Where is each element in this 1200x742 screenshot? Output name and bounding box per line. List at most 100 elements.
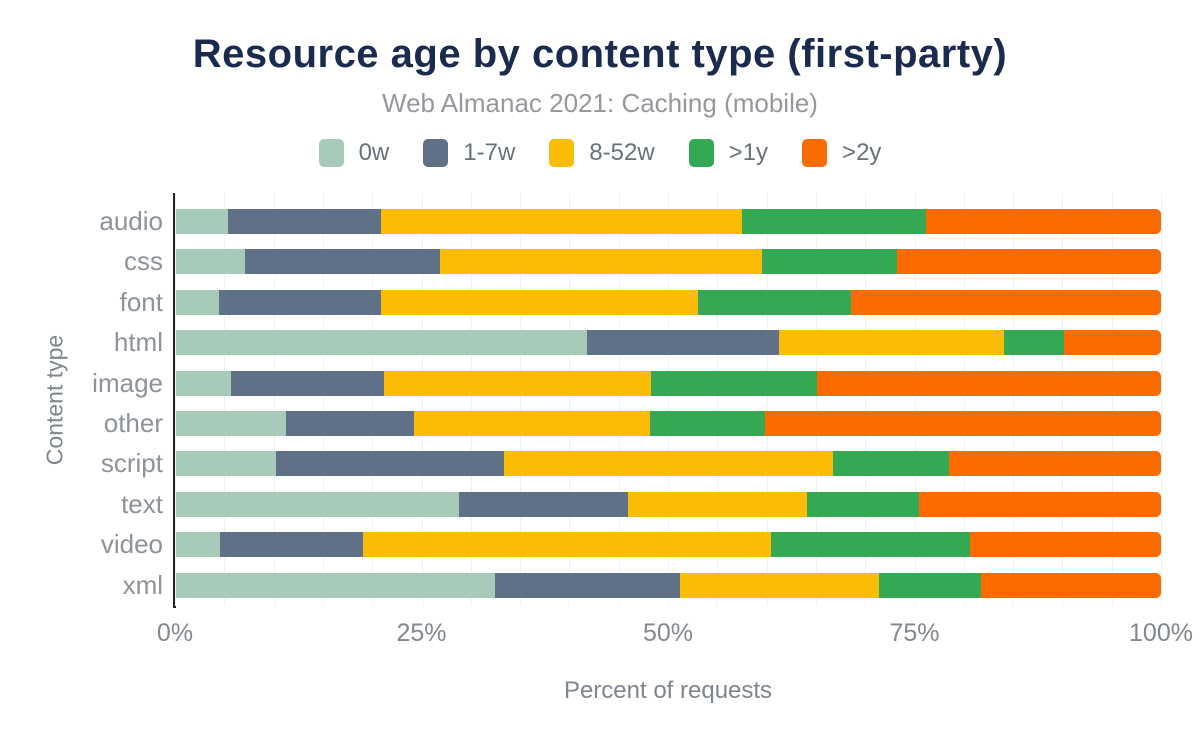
bar-segment-script-1-7w[interactable] <box>275 451 505 477</box>
x-tick-label-100%: 100% <box>1129 619 1193 647</box>
gridline <box>717 193 719 606</box>
gridline <box>372 193 374 606</box>
bar-segment-html-1-7w[interactable] <box>587 330 780 356</box>
category-label-text: text <box>121 488 163 519</box>
gridline <box>1062 193 1064 606</box>
bar-row-image <box>176 370 1161 396</box>
gridline <box>668 193 669 606</box>
gridline <box>421 193 423 606</box>
gridline <box>618 193 620 606</box>
legend-swatch-0w <box>318 139 344 167</box>
gridline <box>1013 193 1015 606</box>
bar-segment-audio->1y[interactable] <box>741 209 927 234</box>
bar-segment-audio-8-52w[interactable] <box>381 209 742 234</box>
legend-item-8-52w[interactable]: 8-52w <box>549 139 655 167</box>
bar-segment-html->2y[interactable] <box>1064 330 1161 356</box>
x-tick-label-0%: 0% <box>156 619 194 647</box>
legend-swatch-8-52w <box>549 139 575 167</box>
legend-swatch->2y <box>802 139 828 167</box>
bar-segment-font-1-7w[interactable] <box>219 289 382 315</box>
gridline <box>322 193 324 606</box>
bar-segment-video->2y[interactable] <box>969 532 1161 558</box>
bar-segment-video-0w[interactable] <box>176 532 221 558</box>
bar-segment-xml->2y[interactable] <box>980 572 1161 598</box>
bar-segment-html-8-52w[interactable] <box>779 330 1005 356</box>
bar-segment-other-8-52w[interactable] <box>413 411 651 436</box>
bar-row-html <box>176 330 1161 356</box>
bar-segment-font-0w[interactable] <box>176 289 220 315</box>
bar-segment-font-8-52w[interactable] <box>381 289 698 315</box>
bar-segment-xml-1-7w[interactable] <box>495 572 680 598</box>
gridline <box>865 193 867 606</box>
legend-item-0w[interactable]: 0w <box>318 139 390 167</box>
gridline <box>815 193 817 606</box>
bar-segment-text->2y[interactable] <box>919 491 1161 517</box>
category-label-css: css <box>124 246 163 277</box>
category-label-html: html <box>113 327 163 358</box>
bar-segment-font->1y[interactable] <box>697 289 852 315</box>
bar-segment-xml-8-52w[interactable] <box>679 572 879 598</box>
category-label-image: image <box>92 367 163 398</box>
legend-label: >1y <box>728 139 769 166</box>
gridline <box>1111 193 1113 606</box>
legend-swatch-1-7w <box>423 139 449 167</box>
bar-segment-script->2y[interactable] <box>949 451 1161 477</box>
chart-title: Resource age by content type (first-part… <box>192 32 1008 76</box>
bar-row-css <box>176 249 1161 275</box>
chart-subtitle: Web Almanac 2021: Caching (mobile) <box>382 88 818 118</box>
bar-segment-image->1y[interactable] <box>651 370 817 396</box>
legend-item->2y[interactable]: >2y <box>802 139 881 167</box>
bar-segment-video-8-52w[interactable] <box>363 532 771 558</box>
bar-segment-html-0w[interactable] <box>176 330 588 356</box>
legend: 0w 1-7w 8-52w >1y >2y <box>0 139 1200 167</box>
bar-segment-other-1-7w[interactable] <box>286 411 414 436</box>
category-label-audio: audio <box>99 206 163 236</box>
bar-segment-css->2y[interactable] <box>896 249 1161 275</box>
bar-segment-html->1y[interactable] <box>1004 330 1065 356</box>
bar-row-other <box>176 411 1161 436</box>
bar-segment-text->1y[interactable] <box>807 491 920 517</box>
bar-segment-text-1-7w[interactable] <box>458 491 628 517</box>
gridline <box>470 193 472 606</box>
legend-label: 8-52w <box>589 139 655 166</box>
bar-segment-script-8-52w[interactable] <box>504 451 833 477</box>
bar-segment-image-0w[interactable] <box>176 370 232 396</box>
bar-segment-image-1-7w[interactable] <box>231 370 385 396</box>
bar-segment-image-8-52w[interactable] <box>384 370 652 396</box>
legend-item-1-7w[interactable]: 1-7w <box>423 139 515 167</box>
category-label-video: video <box>100 529 163 560</box>
bar-segment-css-0w[interactable] <box>176 249 246 275</box>
bar-row-xml <box>176 572 1161 598</box>
bar-segment-image->2y[interactable] <box>816 370 1161 396</box>
bar-segment-other->2y[interactable] <box>764 411 1161 436</box>
bar-segment-xml->1y[interactable] <box>879 572 981 598</box>
bar-segment-script-0w[interactable] <box>176 451 276 477</box>
bar-segment-text-8-52w[interactable] <box>627 491 807 517</box>
legend-label: 1-7w <box>463 139 516 166</box>
bar-segment-audio-1-7w[interactable] <box>228 209 382 234</box>
bar-segment-css-8-52w[interactable] <box>440 249 762 275</box>
legend-label: 0w <box>358 139 390 166</box>
bar-segment-text-0w[interactable] <box>176 491 459 517</box>
legend-item->1y[interactable]: >1y <box>688 139 769 167</box>
bar-segment-audio-0w[interactable] <box>176 209 229 234</box>
bar-row-audio <box>176 209 1161 234</box>
bar-segment-other->1y[interactable] <box>650 411 765 436</box>
y-axis-line <box>173 193 176 608</box>
gridline <box>963 193 965 606</box>
bar-row-video <box>176 532 1161 558</box>
bar-segment-font->2y[interactable] <box>851 289 1161 315</box>
bar-segment-css->1y[interactable] <box>761 249 897 275</box>
bar-segment-xml-0w[interactable] <box>176 572 496 598</box>
bar-segment-script->1y[interactable] <box>832 451 949 477</box>
bar-segment-other-0w[interactable] <box>176 411 287 436</box>
bar-segment-audio->2y[interactable] <box>926 209 1161 234</box>
bar-segment-video-1-7w[interactable] <box>220 532 364 558</box>
gridline <box>224 193 226 606</box>
bar-segment-css-1-7w[interactable] <box>245 249 441 275</box>
category-label-xml: xml <box>122 569 163 600</box>
x-axis-title: Percent of requests <box>563 677 773 704</box>
x-tick-label-75%: 75% <box>889 619 940 647</box>
bar-segment-video->1y[interactable] <box>770 532 970 558</box>
